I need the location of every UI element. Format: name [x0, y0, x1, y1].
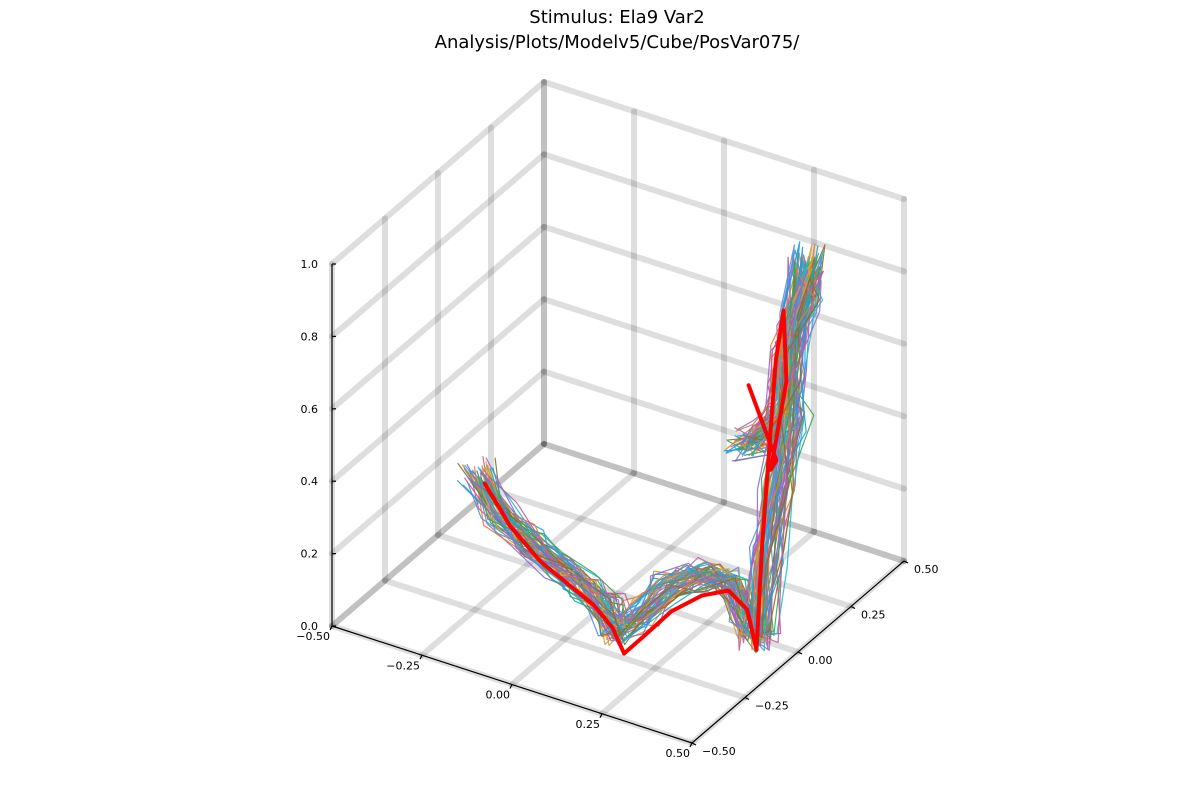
z-tick-label-4: 0.8 — [301, 330, 319, 343]
x-tick-label-1: −0.25 — [386, 659, 420, 672]
chart-title-line-2: Analysis/Plots/Modelv5/Cube/PosVar075/ — [435, 32, 801, 53]
y-tick-2 — [797, 651, 803, 655]
grid-floor-x-0 — [329, 441, 547, 629]
z-tick-label-5: 1.0 — [301, 258, 319, 271]
grid-back-z-5 — [541, 79, 907, 202]
z-tick-label-2: 0.4 — [301, 475, 319, 488]
x-tick-0 — [329, 625, 333, 631]
y-tick-0 — [691, 742, 697, 746]
grid-floor-y-4 — [541, 441, 907, 564]
y-tick-label-3: 0.25 — [861, 609, 886, 622]
x-tick-4 — [689, 742, 693, 748]
x-tick-2 — [509, 684, 513, 689]
z-tick-label-3: 0.6 — [301, 403, 319, 416]
grid-left-z-4 — [329, 151, 547, 340]
grid-floor-x-1 — [419, 470, 637, 659]
tick-labels: −0.50 −0.25 0.00 0.25 0.50 −0.50 −0.25 0.00 0.25… — [296, 258, 938, 760]
y-tick-label-1: −0.25 — [755, 700, 789, 713]
x-tick-label-2: 0.00 — [486, 689, 511, 702]
grid-left-z-2 — [329, 296, 547, 485]
y-tick-1 — [744, 696, 750, 701]
grid-left-z-3 — [329, 223, 547, 412]
grid-back-z-0 — [541, 441, 907, 564]
grid-left-z-5 — [329, 79, 547, 267]
grid-back-z-1 — [541, 368, 907, 492]
trial-path-33 — [464, 250, 815, 639]
x-tick-label-0: −0.50 — [296, 630, 330, 643]
grid-left-z-0 — [329, 441, 547, 629]
z-tick-label-1: 0.2 — [301, 548, 319, 561]
y-tick-label-4: 0.50 — [914, 563, 939, 576]
reference-path-line — [482, 308, 789, 656]
y-tick-3 — [850, 605, 856, 610]
reference-path — [482, 308, 789, 656]
grid-floor-x-3 — [599, 528, 817, 717]
grid-back-z-3 — [541, 223, 907, 347]
grid-floor-y-1 — [382, 577, 748, 701]
grid-left-z-1 — [329, 368, 547, 557]
z-tick-label-0: 0.0 — [301, 620, 319, 633]
y-tick-label-2: 0.00 — [808, 654, 833, 667]
axis-layer — [329, 263, 909, 748]
x-tick-1 — [419, 654, 423, 660]
grid-back-z-2 — [541, 296, 907, 420]
x-tick-3 — [599, 713, 603, 719]
x-tick-label-4: 0.50 — [666, 747, 691, 760]
y-tick-label-0: −0.50 — [702, 745, 736, 758]
grid-back-z-4 — [541, 151, 907, 275]
trial-path-56 — [476, 263, 800, 637]
y-tick-4 — [903, 560, 909, 564]
chart-title-line-1: Stimulus: Ela9 Var2 — [529, 7, 704, 28]
x-tick-label-3: 0.25 — [576, 718, 601, 731]
grid-floor-y-3 — [488, 486, 854, 610]
